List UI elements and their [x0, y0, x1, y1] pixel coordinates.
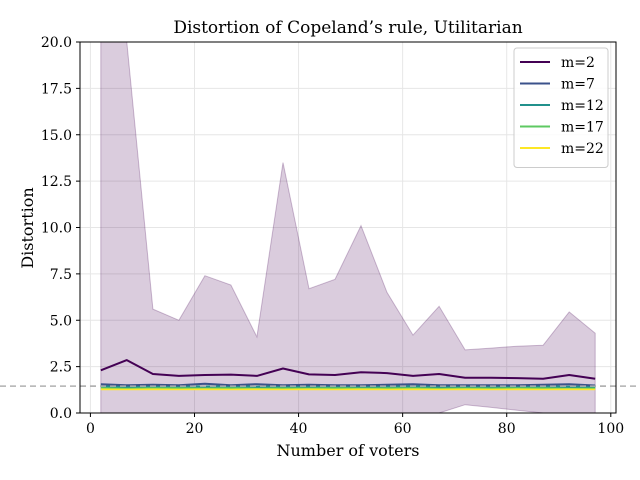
plot-area — [80, 42, 616, 413]
x-tick-label: 80 — [498, 421, 516, 437]
y-tick-label: 17.5 — [41, 81, 72, 97]
legend-box — [513, 47, 609, 168]
x-tick-label: 60 — [394, 421, 412, 437]
m2-spread-band — [100, 42, 596, 413]
legend-label-m22: m=22 — [561, 141, 604, 157]
y-tick-label: 12.5 — [41, 174, 72, 190]
y-tick-label: 15.0 — [41, 128, 72, 144]
legend-label-m12: m=12 — [561, 98, 604, 114]
x-tick-label: 0 — [86, 421, 95, 437]
y-tick-label: 2.5 — [50, 360, 72, 376]
legend-label-m7: m=7 — [561, 77, 595, 93]
x-tick-label: 40 — [290, 421, 308, 437]
y-tick-label: 10.0 — [41, 221, 72, 237]
series-line-m2 — [100, 359, 596, 380]
y-tick-label: 0.0 — [50, 406, 72, 422]
chart-title: Distortion of Copeland’s rule, Utilitari… — [173, 18, 522, 38]
y-tick-label: 20.0 — [41, 35, 72, 51]
series-line-m7 — [100, 382, 596, 387]
series-lines — [100, 359, 596, 391]
x-axis-label: Number of voters — [277, 441, 420, 460]
x-tick-label: 20 — [186, 421, 204, 437]
legend-label-m17: m=17 — [561, 120, 604, 136]
y-tick-label: 5.0 — [50, 313, 72, 329]
legend: m=2 m=7 m=12 m=17 m=22 — [513, 47, 609, 168]
ticks: 0 20 40 60 80 100 0.0 2.5 5.0 7.5 10.0 12.5 15.0 17.5… — [41, 35, 624, 437]
y-tick-label: 7.5 — [50, 267, 72, 283]
x-tick-label: 100 — [597, 421, 624, 437]
legend-label-m2: m=2 — [561, 55, 595, 71]
y-axis-label: Distortion — [18, 187, 37, 268]
